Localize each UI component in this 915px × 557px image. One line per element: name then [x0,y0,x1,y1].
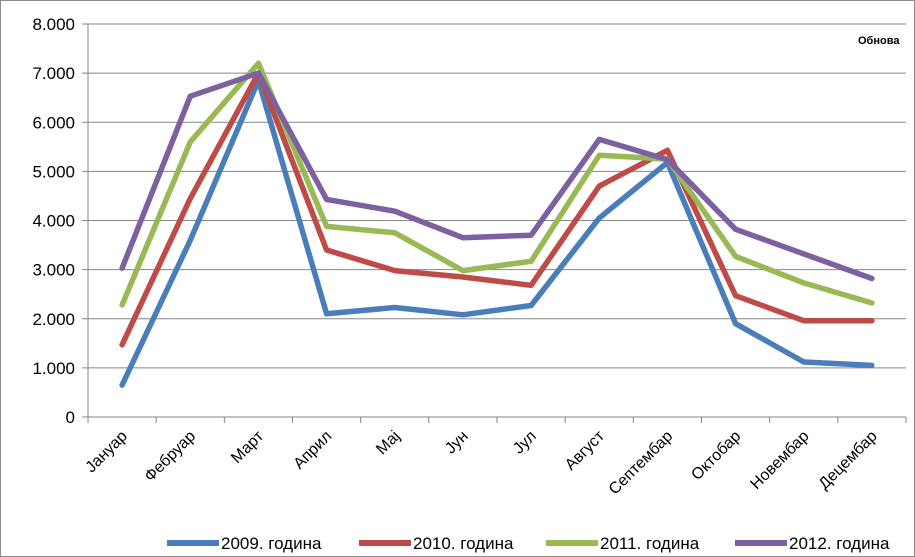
y-tick-label: 4.000 [32,212,75,231]
x-tick-label: Јун [442,428,472,458]
y-tick-label: 0 [66,408,75,427]
annotation-label: Обнова [858,35,900,47]
y-tick-label: 1.000 [32,359,75,378]
x-tick-label: Март [228,427,268,467]
gridlines [88,23,906,369]
x-tick-label: Фебруар [142,428,200,486]
x-tick-label: Септембар [606,428,676,498]
y-tick-label: 7.000 [32,64,75,83]
y-tick-label: 5.000 [32,162,75,181]
legend-label-3: 2011. година [600,534,700,553]
y-tick-label: 2.000 [32,310,75,329]
legend-label-4: 2012. година [789,534,890,553]
axes [82,23,907,423]
series-line-1 [119,77,875,388]
series-line-3 [119,60,875,308]
x-tick-label: Јануар [83,428,131,476]
x-tick-label: Јул [510,428,540,458]
series-lines [119,60,875,388]
legend-label-2: 2010. година [413,534,514,553]
y-tick-label: 8.000 [32,15,75,34]
y-tick-label: 3.000 [32,261,75,280]
y-axis-ticks: 0 1.000 2.000 3.000 4.000 5.000 6.000 7.000 8.00… [32,15,75,427]
series-line-2 [119,70,875,348]
x-tick-label: Децембар [816,428,881,493]
x-tick-label: Април [290,428,335,473]
x-axis-ticks: Јануар Фебруар Март Април Мај Јун Јул АвгустСеп… [83,427,881,498]
legend-label-1: 2009. година [221,534,322,553]
legend: 2009. година 2010. година 2011. година 2012… [167,534,890,553]
x-tick-label: Август [562,427,609,474]
series-line-4 [119,70,875,282]
x-tick-label: Мај [373,428,403,458]
x-tick-label: Новембар [747,428,812,493]
y-tick-label: 6.000 [32,113,75,132]
x-tick-label: Октобар [688,428,744,484]
